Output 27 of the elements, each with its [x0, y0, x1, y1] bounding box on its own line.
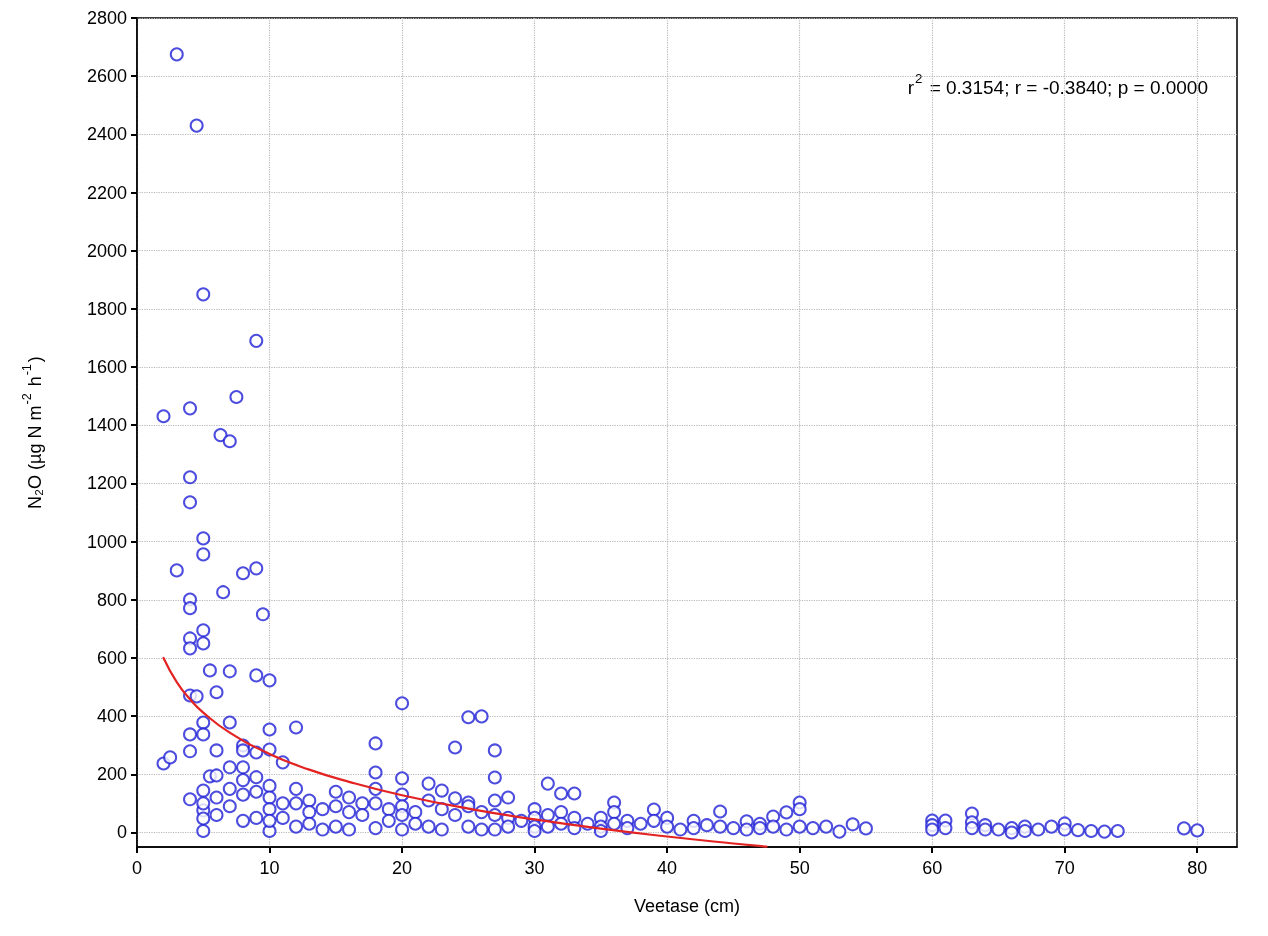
x-tick-label: 20	[392, 858, 413, 878]
x-tick-label: 50	[789, 858, 810, 878]
x-tick-label: 0	[131, 858, 143, 878]
y-tick-label: 2600	[86, 66, 127, 87]
y-tick-label: 1600	[86, 357, 127, 378]
y-tick-label: 0	[116, 822, 127, 843]
y-tick-label: 2200	[86, 182, 127, 203]
x-tick-label: 30	[524, 858, 545, 878]
y-axis-title: N₂O (µg N m-2 h-1)	[19, 356, 45, 509]
y-tick-label: 1400	[86, 415, 127, 436]
y-tick-label: 200	[96, 764, 127, 785]
y-tick-label: 2400	[86, 124, 127, 145]
x-tick-label: 10	[259, 858, 280, 878]
y-tick-label: 2000	[86, 240, 127, 261]
y-tick-label: 1200	[86, 473, 127, 494]
x-tick-label: 70	[1054, 858, 1075, 878]
y-tick-label: 1000	[86, 531, 127, 552]
line-series	[162, 656, 768, 848]
y-tick-label: 2800	[86, 8, 127, 28]
y-tick-label: 1800	[86, 298, 127, 319]
y-tick-label: 800	[96, 589, 127, 610]
x-tick-label: 60	[922, 858, 943, 878]
x-tick-label: 40	[657, 858, 678, 878]
x-tick-label: 80	[1187, 858, 1208, 878]
x-axis-title: Veetase (cm)	[633, 896, 741, 916]
y-tick-label: 600	[96, 647, 127, 668]
y-tick-label: 400	[96, 706, 127, 727]
